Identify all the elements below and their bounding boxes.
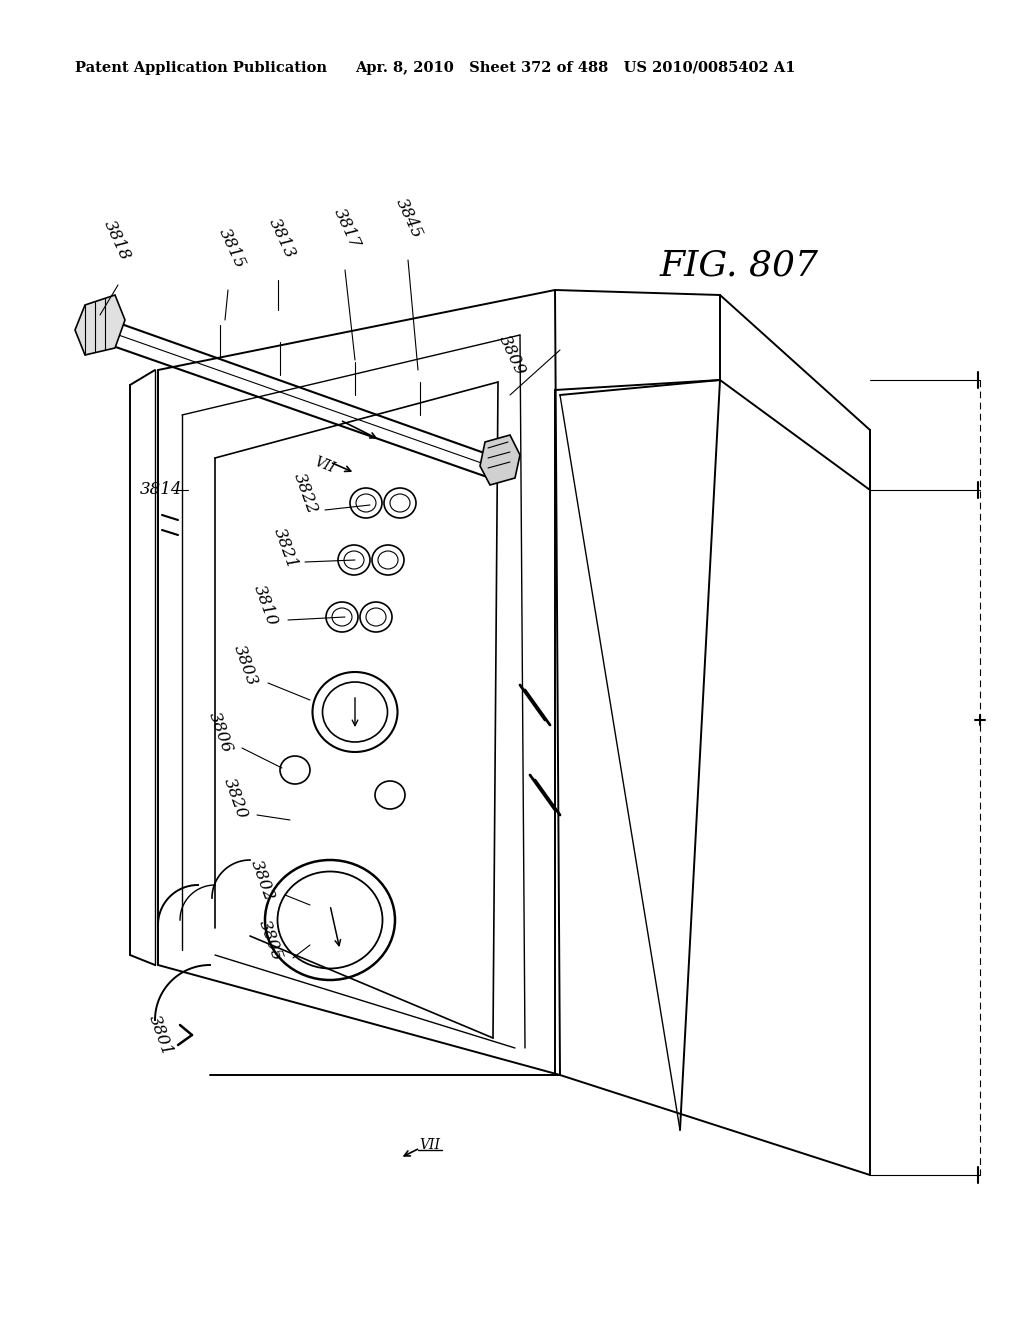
Text: 3802: 3802 bbox=[247, 857, 278, 903]
Text: 3820: 3820 bbox=[220, 775, 251, 821]
Text: 3810: 3810 bbox=[250, 582, 281, 628]
Text: VII: VII bbox=[312, 454, 337, 475]
Text: 3821: 3821 bbox=[270, 525, 300, 570]
Polygon shape bbox=[75, 294, 125, 355]
Text: 3803: 3803 bbox=[230, 642, 260, 688]
Text: 3822: 3822 bbox=[290, 470, 321, 516]
Text: 3813: 3813 bbox=[265, 215, 298, 261]
Text: VII: VII bbox=[420, 1138, 440, 1152]
Text: 3818: 3818 bbox=[100, 218, 133, 263]
Text: Apr. 8, 2010   Sheet 372 of 488   US 2010/0085402 A1: Apr. 8, 2010 Sheet 372 of 488 US 2010/00… bbox=[355, 61, 796, 75]
Text: Patent Application Publication: Patent Application Publication bbox=[75, 61, 327, 75]
Text: 3817: 3817 bbox=[330, 205, 364, 251]
Text: 3801: 3801 bbox=[145, 1012, 175, 1057]
Text: 3806: 3806 bbox=[205, 709, 236, 755]
Text: 3815: 3815 bbox=[215, 226, 249, 271]
Text: FIG. 807: FIG. 807 bbox=[660, 248, 819, 282]
Polygon shape bbox=[480, 436, 520, 484]
Text: 3814: 3814 bbox=[140, 482, 182, 499]
Text: 3845: 3845 bbox=[392, 195, 425, 240]
Text: 3805: 3805 bbox=[255, 917, 286, 962]
Text: 3809: 3809 bbox=[495, 333, 528, 378]
